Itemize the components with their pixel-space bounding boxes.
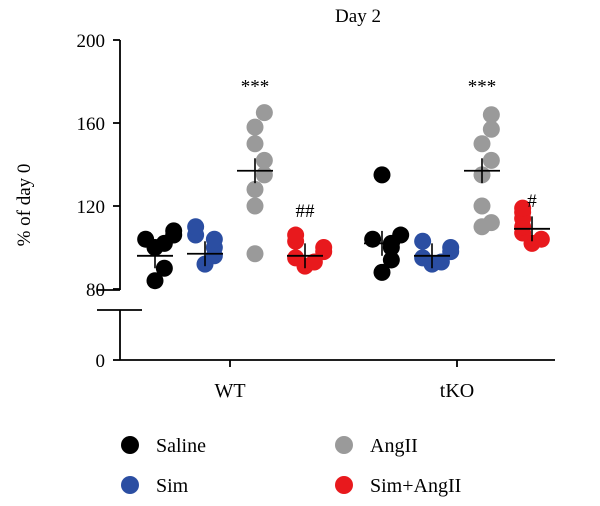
legend-label-angii: AngII (370, 435, 418, 457)
y-tick-label-200: 200 (77, 31, 106, 52)
legend-marker-saline (121, 436, 139, 454)
x-axis: WT tKO (120, 359, 555, 402)
legend-item-angii: AngII (335, 435, 418, 457)
point-angii-wt-2 (246, 180, 264, 198)
point-sim-wt-5 (187, 218, 205, 236)
point-angii-tko-2 (473, 197, 491, 215)
point-sim-angii-wt-6 (287, 226, 305, 244)
point-angii-wt-5 (246, 135, 264, 153)
legend-label-sim-angii: Sim+AngII (370, 475, 461, 497)
y-tick-label-160: 160 (77, 114, 106, 135)
legend-label-saline: Saline (156, 435, 206, 457)
point-angii-tko-6 (482, 120, 500, 138)
legend-label-sim: Sim (156, 475, 189, 497)
chart-title: Day 2 (335, 6, 381, 27)
y-tick-label-120: 120 (77, 197, 106, 218)
point-angii-tko-4 (482, 151, 500, 169)
significance-annotations: *** ## *** # (241, 77, 538, 222)
point-saline-tko-1 (382, 251, 400, 269)
point-sim-tko-5 (414, 232, 432, 250)
point-sim-tko-4 (442, 239, 460, 256)
point-angii-wt-4 (255, 151, 273, 169)
annotation-2: *** (468, 77, 497, 98)
annotation-0: *** (241, 77, 270, 98)
legend-marker-sim (121, 476, 139, 494)
point-saline-wt-0 (146, 272, 164, 290)
point-saline-wt-6 (165, 222, 183, 240)
point-sim-angii-tko-1 (532, 230, 550, 248)
point-saline-wt-4 (137, 230, 155, 248)
annotation-3: # (527, 191, 537, 212)
point-sim-angii-tko-6 (514, 199, 532, 217)
point-angii-wt-6 (246, 118, 264, 136)
y-tick-label-80: 80 (86, 280, 105, 301)
point-angii-tko-5 (473, 135, 491, 153)
y-tick-label-0: 0 (96, 351, 106, 372)
point-saline-tko-6 (373, 166, 391, 184)
x-group-label-tko: tKO (440, 380, 474, 402)
legend-item-sim-angii: Sim+AngII (335, 475, 461, 497)
point-saline-tko-5 (392, 226, 410, 244)
annotation-1: ## (296, 201, 316, 222)
legend: Saline AngII Sim Sim+AngII (121, 435, 461, 497)
legend-marker-sim-angii (335, 476, 353, 494)
point-sim-angii-wt-4 (315, 239, 333, 256)
y-axis-label: % of day 0 (14, 164, 35, 247)
point-saline-wt-1 (155, 259, 173, 277)
point-sim-angii-wt-2 (287, 249, 305, 267)
y-ticks: 80 120 160 200 0 (77, 31, 120, 372)
point-saline-tko-0 (373, 263, 391, 281)
point-sim-wt-3 (205, 230, 223, 248)
point-angii-wt-0 (246, 245, 264, 263)
point-sim-tko-2 (414, 249, 432, 267)
legend-item-saline: Saline (121, 435, 206, 457)
point-angii-wt-7 (255, 104, 273, 122)
point-angii-tko-7 (482, 106, 500, 124)
point-angii-wt-1 (246, 197, 264, 215)
data-marks (137, 104, 550, 290)
legend-item-sim: Sim (121, 475, 189, 497)
point-saline-tko-4 (364, 230, 382, 248)
y-axis: 80 120 160 200 0 (77, 31, 142, 372)
point-angii-tko-1 (482, 214, 500, 232)
legend-marker-angii (335, 436, 353, 454)
x-group-label-wt: WT (214, 380, 245, 402)
point-angii-wt-3 (255, 166, 273, 184)
